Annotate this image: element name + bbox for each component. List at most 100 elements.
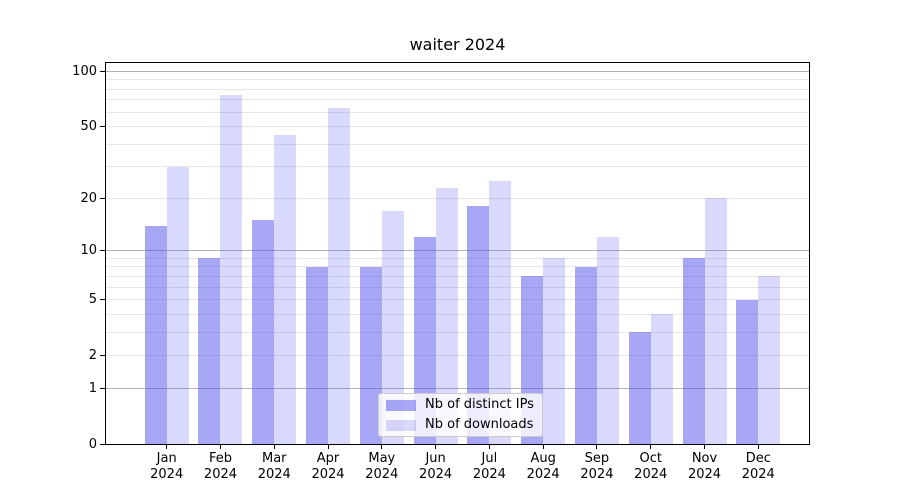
gridline-minor xyxy=(105,99,810,101)
bar-downloads xyxy=(596,237,619,445)
x-tick-month: Mar xyxy=(261,450,287,466)
x-tick-year: 2024 xyxy=(311,466,345,482)
x-tick-label: Sep 2024 xyxy=(567,451,627,483)
bar-distinct-ips xyxy=(628,332,651,445)
bar-downloads xyxy=(543,258,566,445)
x-tick-month: Aug xyxy=(530,450,556,466)
x-tick-label: May 2024 xyxy=(352,451,412,483)
legend-item-downloads: Nb of downloads xyxy=(386,418,535,432)
legend-item-distinct-ips: Nb of distinct IPs xyxy=(386,398,535,412)
y-tick-label: 0 xyxy=(88,437,97,452)
gridline-minor xyxy=(105,331,810,333)
y-tick-mark xyxy=(100,197,105,199)
gridline-minor xyxy=(105,197,810,199)
legend: Nb of distinct IPs Nb of downloads xyxy=(378,393,543,437)
gridline-minor xyxy=(105,257,810,259)
y-tick-mark xyxy=(100,299,105,301)
x-tick-label: Jan 2024 xyxy=(137,451,197,483)
x-tick-month: Dec xyxy=(745,450,771,466)
bar-downloads xyxy=(435,187,458,445)
bar-distinct-ips xyxy=(359,266,382,445)
x-tick-year: 2024 xyxy=(365,466,399,482)
gridline-minor xyxy=(105,111,810,113)
x-tick-label: Jun 2024 xyxy=(406,451,466,483)
x-tick-label: Nov 2024 xyxy=(675,451,735,483)
x-tick-year: 2024 xyxy=(203,466,238,482)
bar-distinct-ips xyxy=(306,266,329,445)
bar-distinct-ips xyxy=(467,206,490,445)
bar-downloads xyxy=(166,166,189,445)
x-tick-year: 2024 xyxy=(634,466,668,482)
y-tick-mark xyxy=(100,126,105,128)
x-tick-year: 2024 xyxy=(741,466,775,482)
x-tick-mark xyxy=(435,444,437,449)
legend-swatch-distinct-ips-icon xyxy=(386,399,416,411)
bar-distinct-ips xyxy=(682,258,705,445)
x-tick-mark xyxy=(381,444,383,449)
y-tick-label: 50 xyxy=(80,119,97,135)
gridline-minor xyxy=(105,79,810,81)
y-tick-label: 100 xyxy=(72,63,97,79)
y-tick-mark xyxy=(100,355,105,357)
x-tick-month: Sep xyxy=(584,450,610,466)
y-tick-mark xyxy=(100,250,105,252)
gridline-minor xyxy=(105,266,810,268)
x-tick-year: 2024 xyxy=(526,466,560,482)
gridline-major xyxy=(105,387,810,389)
gridline-major xyxy=(105,70,810,72)
legend-label-downloads: Nb of downloads xyxy=(425,417,534,432)
y-tick-label: 5 xyxy=(88,292,97,308)
x-tick-month: Apr xyxy=(316,450,340,466)
bar-distinct-ips xyxy=(198,258,221,445)
gridline-minor xyxy=(105,143,810,145)
bar-downloads xyxy=(489,181,512,445)
gridline-minor xyxy=(105,313,810,315)
bar-distinct-ips xyxy=(574,266,597,445)
bar-distinct-ips xyxy=(736,299,759,445)
y-tick-mark xyxy=(100,444,105,445)
x-tick-mark xyxy=(273,444,275,449)
bar-distinct-ips xyxy=(413,237,436,445)
gridline-minor xyxy=(105,275,810,277)
x-tick-month: Jun xyxy=(425,450,446,466)
gridline-minor xyxy=(105,355,810,357)
x-tick-month: Jan xyxy=(156,450,177,466)
x-tick-year: 2024 xyxy=(419,466,453,482)
bar-distinct-ips xyxy=(144,225,167,445)
gridline-minor xyxy=(105,286,810,288)
x-tick-month: Feb xyxy=(208,450,232,466)
x-tick-mark xyxy=(488,444,490,449)
x-tick-month: Jul xyxy=(481,450,498,466)
bar-downloads xyxy=(758,276,781,445)
x-tick-year: 2024 xyxy=(472,466,506,482)
x-tick-month: Nov xyxy=(691,450,718,466)
x-tick-mark xyxy=(704,444,705,449)
gridline-minor xyxy=(105,299,810,301)
gridline-major xyxy=(105,250,810,252)
x-tick-month: May xyxy=(368,450,396,466)
x-tick-year: 2024 xyxy=(257,466,291,482)
x-tick-label: Apr 2024 xyxy=(298,451,358,483)
x-tick-year: 2024 xyxy=(580,466,614,482)
gridline-minor xyxy=(105,88,810,90)
x-tick-label: Feb 2024 xyxy=(190,451,250,483)
bar-downloads xyxy=(220,95,243,445)
x-tick-mark xyxy=(596,444,598,449)
x-tick-mark xyxy=(327,444,329,449)
y-tick-label: 10 xyxy=(80,243,97,259)
x-tick-label: Dec 2024 xyxy=(728,451,788,483)
x-tick-mark xyxy=(757,444,759,449)
y-tick-label: 20 xyxy=(80,190,97,206)
y-tick-label: 1 xyxy=(88,380,97,396)
x-tick-label: Jul 2024 xyxy=(459,451,519,483)
x-tick-mark xyxy=(219,444,221,449)
bar-downloads xyxy=(328,108,351,445)
x-tick-mark xyxy=(166,444,168,449)
y-tick-label: 2 xyxy=(88,348,97,364)
x-tick-label: Mar 2024 xyxy=(244,451,304,483)
x-tick-year: 2024 xyxy=(150,466,184,482)
x-tick-year: 2024 xyxy=(687,466,722,482)
bar-distinct-ips xyxy=(252,220,275,445)
legend-label-distinct-ips: Nb of distinct IPs xyxy=(425,397,534,412)
